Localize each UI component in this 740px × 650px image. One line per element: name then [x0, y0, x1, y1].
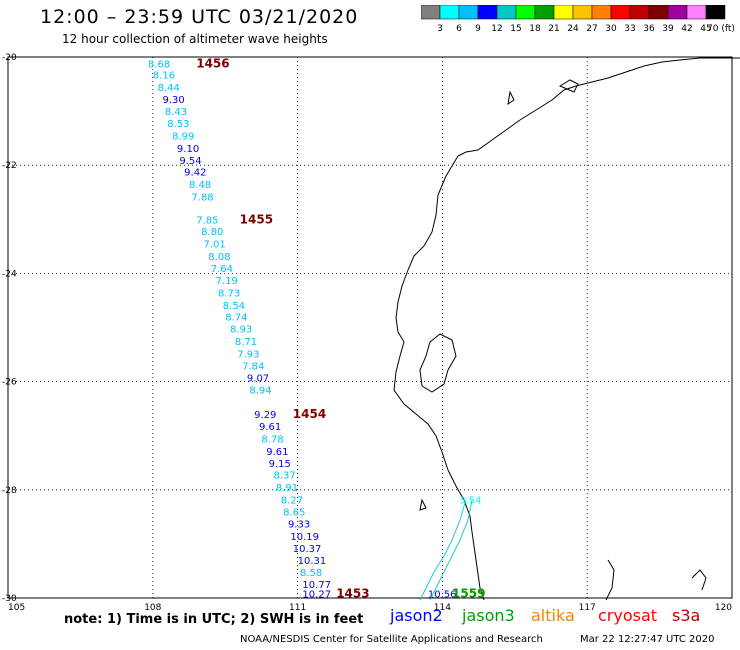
lon-tick-label: 120 [715, 603, 732, 613]
credit-line: NOAA/NESDIS Center for Satellite Applica… [240, 634, 543, 645]
wave-height-label: 9.30 [162, 95, 184, 106]
lat-tick-label: -30 [2, 594, 17, 604]
satellite-cryosat: cryosat [598, 606, 658, 625]
wave-height-label: 10.77 [302, 580, 331, 591]
track-marks: 8.688.16 8.449.308.438.538.99 9.109.549.42… [148, 56, 485, 600]
lat-tick-label: -22 [2, 161, 17, 171]
track-time-label: 1454 [293, 407, 326, 421]
colorbar-label: 9 [475, 24, 481, 34]
wave-height-label: 8.44 [158, 83, 180, 94]
wave-height-label: 8.37 [273, 471, 295, 482]
colorbar-label: 70 (ft) [707, 24, 735, 34]
wave-height-label: 8.43 [165, 107, 187, 118]
lon-tick-label: 111 [289, 603, 306, 613]
plot-frame [7, 56, 733, 599]
wave-height-label: 8.73 [218, 288, 240, 299]
wave-height-label: 9.61 [259, 422, 281, 433]
page-title: 12:00 – 23:59 UTC 03/21/2020 [40, 6, 359, 28]
track-time-label: 1455 [240, 212, 273, 226]
track-time-label: 1453 [336, 587, 369, 601]
wave-height-label: 8.58 [300, 568, 322, 579]
wave-height-label: 10.37 [293, 544, 322, 555]
track-time-label: 1456 [196, 56, 229, 70]
lat-tick-label: -26 [2, 378, 17, 388]
wave-height-label: 8.93 [230, 325, 252, 336]
colorbar-label: 33 [624, 24, 635, 34]
track-time-label: 1559 [452, 587, 485, 601]
wave-height-label: 9.10 [177, 144, 199, 155]
colorbar-label: 39 [662, 24, 674, 34]
wave-height-label: 8.65 [283, 507, 305, 518]
wave-height-label: 8.27 [281, 496, 303, 507]
wave-height-label: 9.15 [269, 459, 291, 470]
wave-height-label: 8.94 [249, 386, 271, 397]
lat-tick-label: -24 [2, 269, 17, 279]
colorbar-label: 18 [529, 24, 541, 34]
lon-tick-label: 117 [579, 603, 596, 613]
satellite-jason3: jason3 [462, 606, 515, 625]
wave-height-label: 7.93 [237, 349, 259, 360]
footnote: note: 1) Time is in UTC; 2) SWH is in fe… [64, 612, 364, 627]
wave-height-label: 10.31 [298, 556, 327, 567]
colorbar-label: 30 [605, 24, 617, 34]
colorbar-label: 45 [700, 24, 711, 34]
wave-height-label: 7.64 [211, 264, 233, 275]
colorbar-swatch [705, 5, 726, 20]
colorbar-label: 24 [567, 24, 579, 34]
wave-height-label: 9.61 [266, 447, 288, 458]
wave-height-label: 8.53 [167, 119, 189, 130]
generated-timestamp: Mar 22 12:27:47 UTC 2020 [580, 634, 715, 645]
wave-height-label: 9.29 [254, 410, 276, 421]
lat-lon-grid [7, 56, 733, 599]
wave-height-label: 10.56 [428, 590, 457, 601]
lon-tick-label: 108 [144, 603, 161, 613]
wave-height-label: 7.88 [191, 193, 213, 204]
lon-tick-label: 105 [8, 603, 25, 613]
colorbar-label: 12 [491, 24, 502, 34]
wave-height-label: 9.54 [179, 156, 201, 167]
wave-height-label: 7.19 [216, 276, 238, 287]
wave-height-label: 8.78 [261, 434, 283, 445]
colorbar-label: 21 [548, 24, 559, 34]
colorbar-label: 42 [681, 24, 692, 34]
wave-height-label: 7.01 [203, 240, 225, 251]
wave-height-label: 9.42 [184, 168, 206, 179]
wave-height-label: 8.71 [235, 337, 257, 348]
wave-height-label: 9.33 [288, 519, 310, 530]
satellite-jason2: jason2 [390, 606, 443, 625]
lat-tick-label: -28 [2, 486, 17, 496]
wave-height-label: 8.74 [225, 313, 247, 324]
wave-height-label: 8.08 [208, 252, 230, 263]
wave-height-label: 10.27 [302, 590, 331, 601]
wave-height-label: 7.84 [242, 361, 264, 372]
lat-tick-label: -20 [2, 53, 17, 63]
satellite-altika: altika [531, 606, 575, 625]
colorbar-label: 6 [456, 24, 462, 34]
cyan-swath [419, 499, 473, 601]
colorbar-label: 36 [643, 24, 655, 34]
wave-height-label: 8.48 [189, 180, 211, 191]
wave-height-label: 10.19 [290, 532, 319, 543]
colorbar-label: 15 [510, 24, 521, 34]
colorbar-label: 3 [437, 24, 443, 34]
wave-height-label: 8.68 [148, 59, 170, 70]
wave-height-label: 8.99 [172, 131, 194, 142]
colorbar-label: 27 [586, 24, 597, 34]
coastline [393, 57, 740, 601]
satellite-s3a: s3a [672, 606, 701, 625]
wave-height-label: 8.54 [223, 301, 245, 312]
wave-height-label: 3.54 [459, 496, 481, 507]
wave-height-label: 7.85 [196, 215, 218, 226]
wave-height-label: 9.07 [247, 373, 269, 384]
page-subtitle: 12 hour collection of altimeter wave hei… [62, 32, 328, 46]
wave-height-label: 8.16 [153, 70, 175, 81]
lon-tick-label: 114 [434, 603, 451, 613]
wave-height-label: 8.91 [276, 483, 298, 494]
wave-height-label: 8.80 [201, 227, 223, 238]
